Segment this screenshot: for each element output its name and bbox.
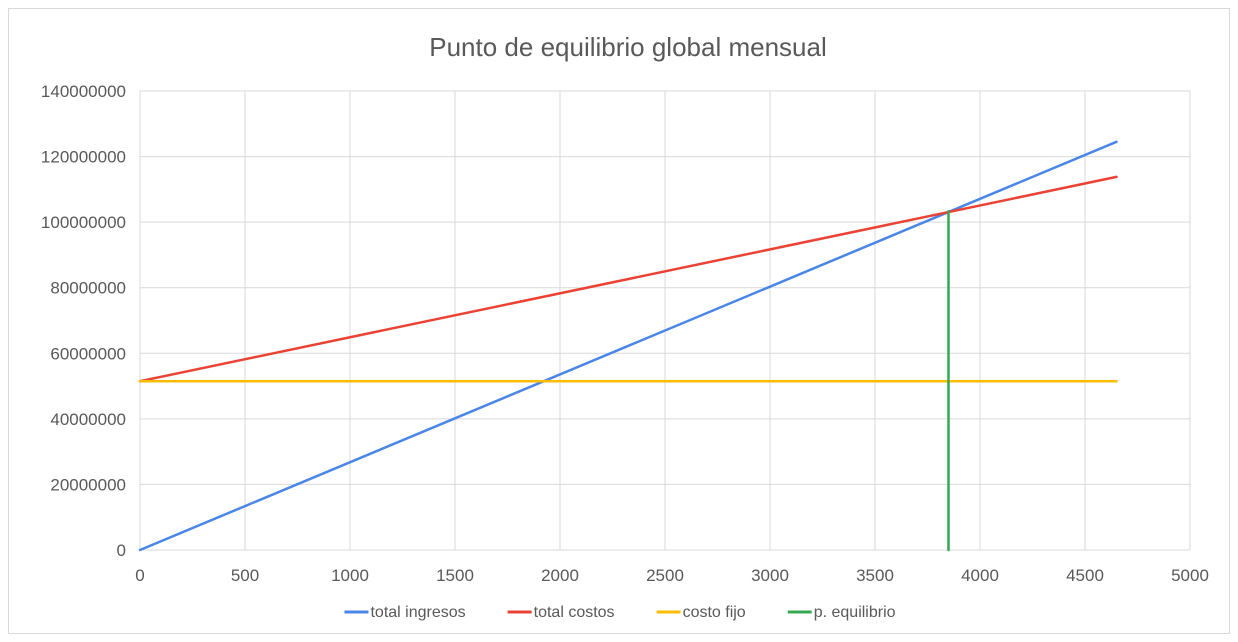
legend-label: total ingresos [370, 604, 465, 621]
x-tick-label: 1500 [436, 566, 474, 585]
legend-item: costo fijo [656, 604, 746, 621]
x-axis-ticks: 0 500 1000 1500 2000 2500 3000 3500 4000 4500 5000 [135, 566, 1209, 585]
chart-frame: Punto de equilibrio global mensual 0 500 1… [8, 8, 1230, 634]
legend-item: total ingresos [344, 604, 466, 621]
grid [139, 90, 1191, 551]
x-tick-label: 5000 [1171, 566, 1209, 585]
series-line-total-costos [138, 175, 1118, 383]
y-tick-label: 60000000 [50, 344, 126, 363]
x-tick-label: 3500 [856, 566, 894, 585]
y-tick-label: 40000000 [50, 410, 126, 429]
series-lines [138, 140, 1118, 552]
x-tick-label: 0 [135, 566, 144, 585]
series-line-total-ingresos [138, 140, 1118, 552]
x-tick-label: 4500 [1066, 566, 1104, 585]
y-tick-label: 20000000 [50, 475, 126, 494]
y-axis-ticks: 0 20000000 40000000 60000000 80000000 1000000… [41, 82, 126, 560]
y-tick-label: 80000000 [50, 279, 126, 298]
legend-label: costo fijo [683, 604, 746, 621]
y-tick-label: 120000000 [41, 148, 126, 167]
y-tick-label: 140000000 [41, 82, 126, 101]
x-tick-label: 3000 [751, 566, 789, 585]
x-tick-label: 1000 [331, 566, 369, 585]
legend: total ingresos total costos costo fijo p. e… [344, 604, 896, 621]
x-tick-label: 500 [231, 566, 259, 585]
y-tick-label: 0 [117, 541, 126, 560]
x-tick-label: 2000 [541, 566, 579, 585]
x-tick-label: 2500 [646, 566, 684, 585]
legend-item: p. equilibrio [787, 604, 896, 621]
y-tick-label: 100000000 [41, 213, 126, 232]
legend-label: p. equilibrio [814, 604, 896, 621]
chart-title: Punto de equilibrio global mensual [429, 32, 827, 62]
chart: Punto de equilibrio global mensual 0 500 1… [41, 32, 1209, 621]
x-tick-label: 4000 [961, 566, 999, 585]
legend-label: total costos [534, 604, 615, 621]
legend-item: total costos [507, 604, 615, 621]
